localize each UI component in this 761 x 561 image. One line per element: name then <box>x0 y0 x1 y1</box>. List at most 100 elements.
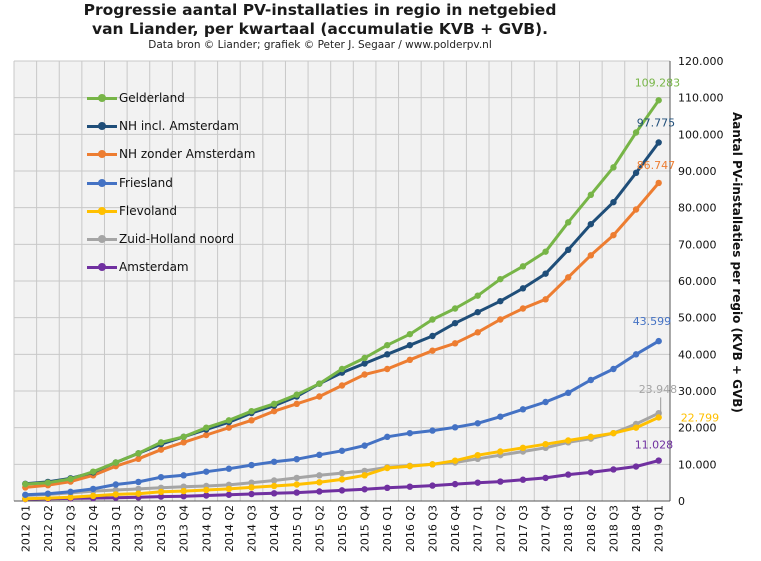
data-point <box>157 473 165 481</box>
data-point <box>655 414 662 421</box>
data-point <box>632 169 640 177</box>
data-point <box>632 129 640 136</box>
x-tick-label: 2016 Q4 <box>449 505 462 552</box>
y-tick-label: 100.000 <box>678 128 724 141</box>
data-point <box>565 219 572 226</box>
data-point <box>587 191 595 199</box>
x-tick-label: 2018 Q3 <box>607 505 620 552</box>
data-point <box>22 480 29 488</box>
x-tick-label: 2014 Q3 <box>246 505 259 552</box>
y-tick-label: 30.000 <box>678 385 717 398</box>
data-point <box>565 389 572 397</box>
data-point <box>135 485 142 493</box>
data-point <box>565 437 572 444</box>
data-point <box>587 433 595 441</box>
data-point <box>610 365 617 373</box>
chart-subtitle: Data bron © Liander; grafiek © Peter J. … <box>148 39 492 51</box>
data-point <box>338 382 346 389</box>
data-point <box>270 400 278 408</box>
data-point <box>338 469 346 477</box>
y-tick-label: 90.000 <box>678 165 717 178</box>
legend-label: Gelderland <box>119 91 185 105</box>
legend-label: Flevoland <box>119 203 177 218</box>
data-point <box>474 479 481 486</box>
data-point <box>270 477 278 484</box>
data-point <box>203 468 210 475</box>
gridlines <box>13 60 671 502</box>
data-point <box>361 472 368 479</box>
data-point <box>655 457 662 464</box>
data-point <box>338 487 346 494</box>
legend-label: NH zonder Amsterdam <box>119 147 256 162</box>
y-tick-label: 70.000 <box>678 238 717 251</box>
x-tick-label: 2014 Q1 <box>200 505 213 552</box>
end-value-label: 11.028 <box>635 439 674 452</box>
x-tick-label: 2017 Q2 <box>494 505 507 552</box>
y-tick-label: 20.000 <box>678 422 717 435</box>
data-point <box>474 451 481 459</box>
end-labels: 109.283 97.775 86.747 43.599 22.799 23.948 11.… <box>633 76 720 451</box>
legend-label: Friesland <box>119 175 173 190</box>
data-point <box>361 486 368 493</box>
data-point <box>270 482 278 490</box>
end-value-label: 86.747 <box>637 159 676 172</box>
x-tick-label: 2016 Q3 <box>426 505 439 552</box>
legend-label: Zuid-Holland noord <box>119 231 235 246</box>
x-tick-label: 2018 Q2 <box>585 505 598 552</box>
data-point <box>451 319 459 327</box>
data-point <box>316 393 323 400</box>
data-point <box>474 292 481 299</box>
data-point <box>180 483 187 490</box>
data-point <box>519 305 527 312</box>
data-point <box>180 493 187 500</box>
data-point <box>655 97 662 104</box>
data-point <box>429 461 436 468</box>
x-tick-label: 2015 Q3 <box>336 505 349 552</box>
x-tick-label: 2016 Q1 <box>381 505 394 552</box>
data-point <box>361 371 368 378</box>
data-point <box>135 450 142 457</box>
data-point <box>293 489 300 496</box>
data-point <box>225 417 233 424</box>
data-point <box>157 446 165 453</box>
data-point <box>67 494 74 501</box>
data-point <box>361 467 368 475</box>
data-point <box>406 462 414 470</box>
legend-swatch <box>87 122 117 131</box>
y-tick-label: 50.000 <box>678 312 717 325</box>
legend-swatch <box>87 206 117 215</box>
data-point <box>542 296 549 303</box>
y-tick-label: 120.000 <box>678 55 724 68</box>
data-point <box>565 471 572 478</box>
data-point <box>157 488 165 496</box>
data-point <box>338 476 346 483</box>
x-tick-label: 2012 Q2 <box>42 505 55 552</box>
data-point <box>316 488 323 495</box>
y-tick-label: 40.000 <box>678 348 717 361</box>
data-point <box>67 488 74 496</box>
y-axis-label: Aantal PV-installaties per regio (KVB + … <box>730 112 744 413</box>
series-flevoland <box>22 414 662 502</box>
data-point <box>44 479 52 486</box>
data-point <box>135 478 142 486</box>
y-tick-label: 110.000 <box>678 92 724 105</box>
y-tick-label: 0 <box>678 495 685 508</box>
data-point <box>610 429 617 437</box>
data-point <box>406 483 414 490</box>
data-point <box>225 465 233 472</box>
data-point <box>112 481 119 488</box>
data-point <box>225 491 233 498</box>
data-point <box>519 406 527 413</box>
data-point <box>542 270 549 277</box>
x-tick-label: 2012 Q3 <box>65 505 78 552</box>
data-point <box>497 297 504 305</box>
data-point <box>429 332 436 340</box>
data-point <box>519 476 527 483</box>
data-point <box>316 380 323 387</box>
end-value-label: 97.775 <box>637 116 676 129</box>
y-tick-label: 80.000 <box>678 202 717 215</box>
data-point <box>451 424 459 431</box>
data-point <box>542 440 549 448</box>
x-tick-label: 2017 Q3 <box>517 505 530 552</box>
legend-swatch <box>87 178 117 187</box>
